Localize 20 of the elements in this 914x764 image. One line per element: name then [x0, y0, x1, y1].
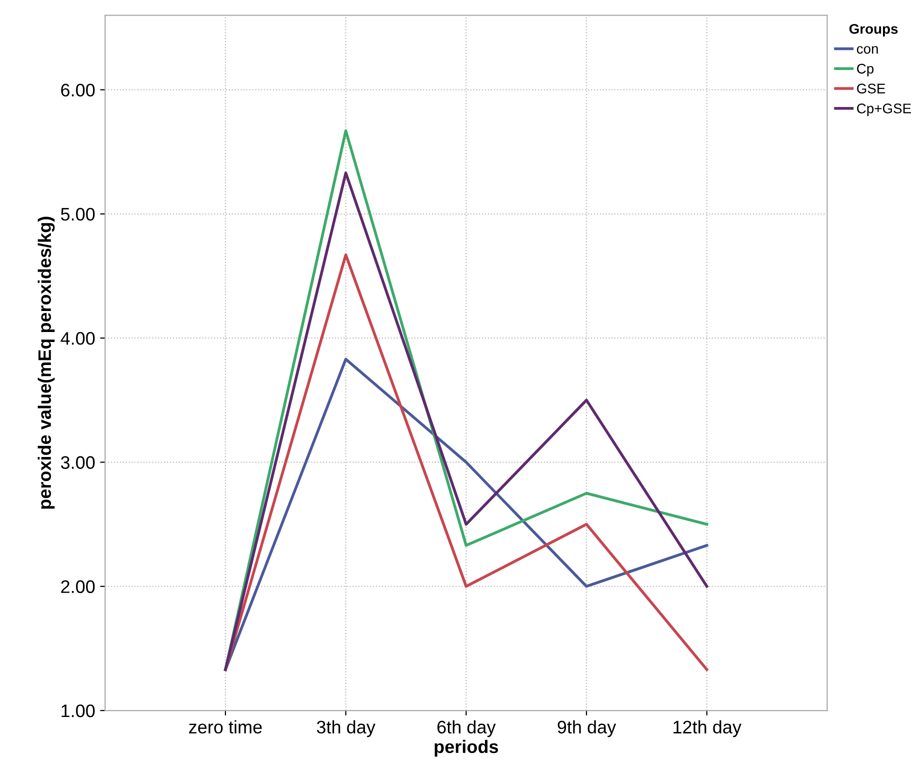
legend-label: Cp: [857, 64, 874, 76]
legend-title: Groups: [849, 24, 898, 37]
y-axis-title: peroxide value(mEq peroxides/kg): [38, 216, 55, 509]
y-tick-label: 1.00: [62, 704, 95, 718]
y-tick-label: 5.00: [60, 208, 95, 221]
legend-label: GSE: [857, 84, 886, 94]
x-tick-label: 3th day: [316, 720, 376, 738]
line-series: [224, 254, 708, 671]
x-tick-label: 12th day: [674, 720, 742, 738]
y-tick-label: 2.00: [61, 580, 95, 594]
x-axis-title: periods: [434, 740, 498, 757]
legend-label: Cp+GSE: [857, 104, 911, 116]
x-tick-label: 6th day: [437, 720, 496, 738]
x-tick-label: 9th day: [558, 720, 616, 738]
line-series: [224, 358, 708, 671]
y-tick-label: 3.00: [60, 456, 95, 469]
legend-label: con: [856, 46, 878, 54]
x-tick-label: zero time: [189, 720, 262, 734]
y-tick-label: 6.00: [61, 84, 95, 96]
y-tick-label: 4.00: [60, 332, 95, 345]
